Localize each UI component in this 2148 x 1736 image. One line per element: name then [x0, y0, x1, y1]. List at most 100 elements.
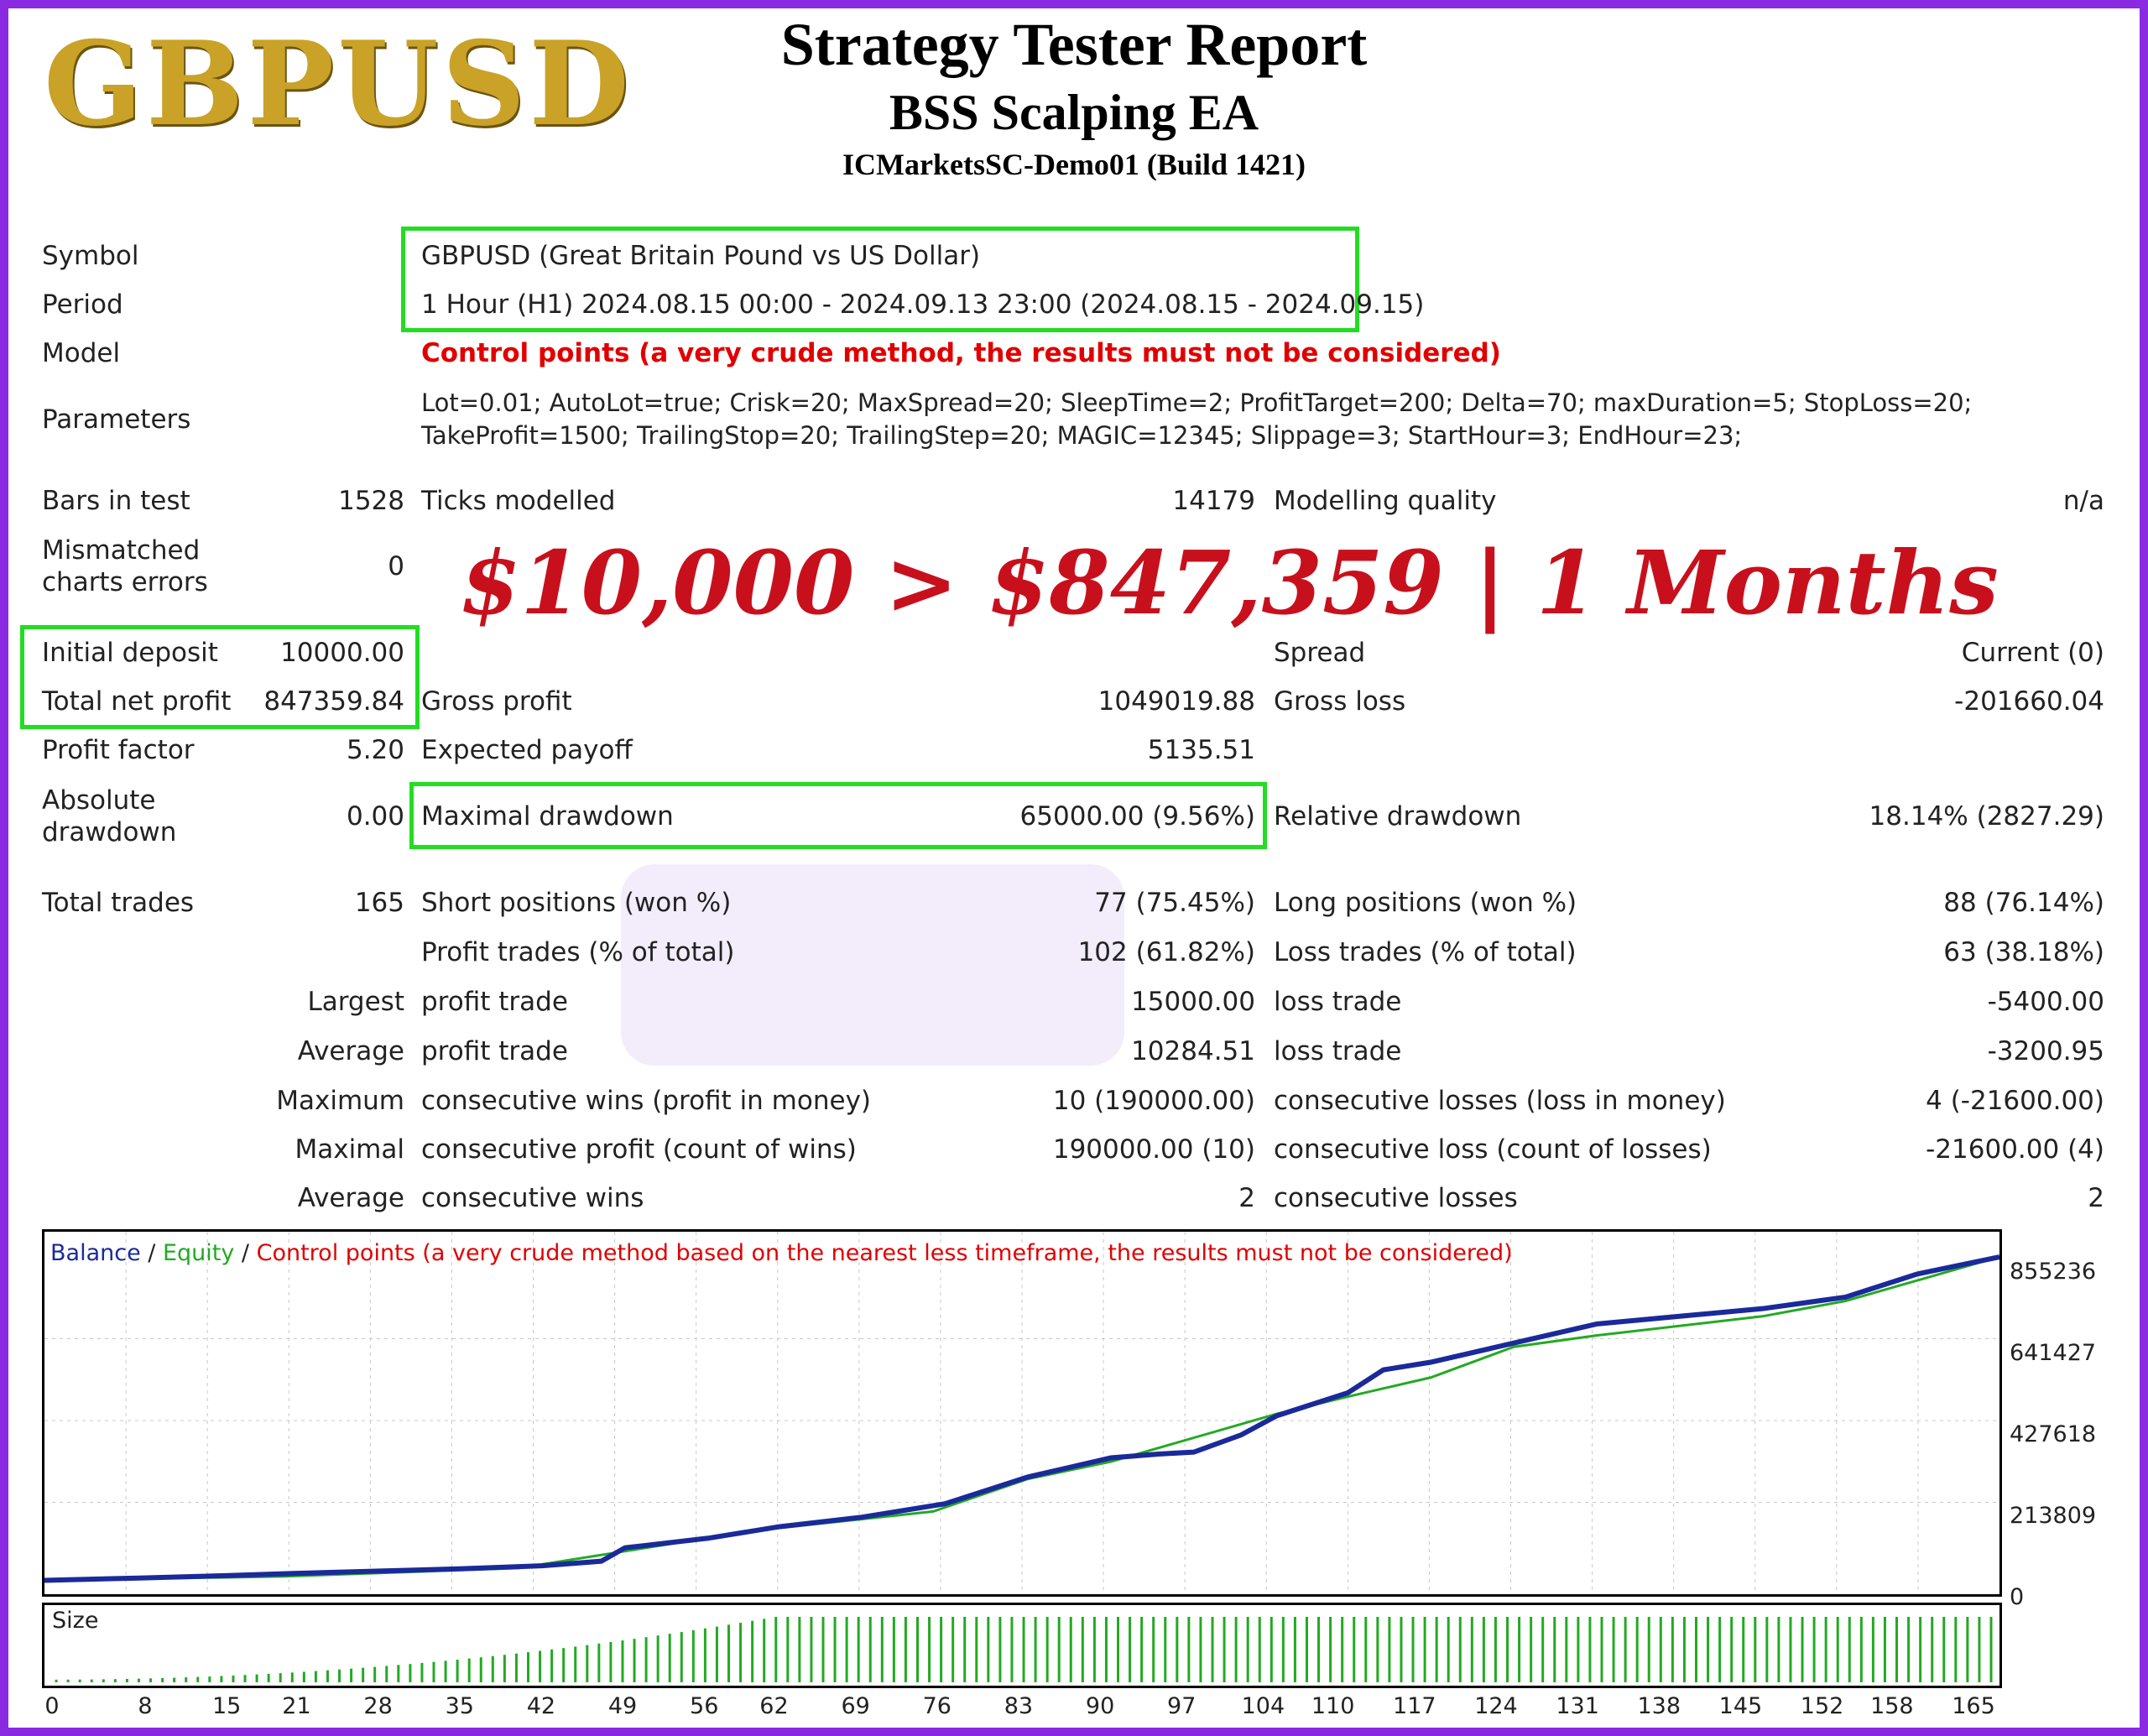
parameters-line-1: Lot=0.01; AutoLot=true; Crisk=20; MaxSpr… — [421, 388, 1973, 417]
legend-control-points: Control points (a very crude method base… — [256, 1240, 1513, 1266]
x-tick: 76 — [922, 1693, 951, 1719]
ea-name: BSS Scalping EA — [889, 85, 1259, 140]
profit-factor-label: Profit factor — [42, 735, 195, 765]
abs-drawdown-value: 0.00 — [346, 801, 404, 832]
equity-line — [44, 1255, 1999, 1582]
spread-value: Current (0) — [1961, 638, 2104, 668]
maximal-consec-profit-label: consecutive profit (count of wins) — [421, 1134, 857, 1165]
avg-consec-losses-value: 2 — [2088, 1183, 2104, 1213]
maximal-consec-loss-label: consecutive loss (count of losses) — [1274, 1134, 1712, 1165]
avg-consec-wins-value: 2 — [1238, 1183, 1255, 1213]
short-positions-label: Short positions (won %) — [421, 888, 732, 918]
x-tick: 110 — [1311, 1693, 1355, 1719]
y-tick-4: 0 — [2010, 1584, 2025, 1610]
average-profit-value: 10284.51 — [1131, 1036, 1255, 1066]
largest-loss-value: -5400.00 — [1987, 987, 2104, 1017]
size-chart — [42, 1603, 2002, 1688]
rel-drawdown-value: 18.14% (2827.29) — [1869, 801, 2104, 832]
maximal-label: Maximal — [295, 1134, 404, 1165]
mismatch-label-1: Mismatched — [42, 535, 201, 566]
legend-separator-2: / — [234, 1240, 257, 1266]
ticks-label: Ticks modelled — [421, 486, 616, 516]
x-tick: 158 — [1870, 1693, 1914, 1719]
max-consec-wins-value: 10 (190000.00) — [1052, 1086, 1255, 1116]
gross-profit-value: 1049019.88 — [1097, 686, 1255, 717]
average-label: Average — [297, 1036, 404, 1066]
abs-drawdown-label-2: drawdown — [42, 817, 177, 847]
quality-label: Modelling quality — [1274, 486, 1497, 516]
average-profit-label: profit trade — [421, 1036, 568, 1066]
symbol-period-highlight — [401, 227, 1359, 332]
profit-trades-label: Profit trades (% of total) — [421, 937, 735, 967]
symbol-label: Symbol — [42, 241, 139, 271]
profit-trades-value: 102 (61.82%) — [1077, 937, 1255, 967]
x-tick: 90 — [1085, 1693, 1115, 1719]
average-consec-label: Average — [297, 1183, 404, 1213]
x-tick: 117 — [1393, 1693, 1436, 1719]
y-tick-0: 855236 — [2010, 1259, 2097, 1285]
x-tick: 97 — [1167, 1693, 1197, 1719]
x-tick: 124 — [1474, 1693, 1518, 1719]
abs-drawdown-label-1: Absolute — [42, 785, 156, 816]
largest-label: Largest — [307, 987, 404, 1017]
average-loss-value: -3200.95 — [1987, 1036, 2104, 1066]
balance-chart — [42, 1229, 2002, 1597]
ticks-value: 14179 — [1172, 486, 1255, 516]
x-tick: 165 — [1952, 1693, 1995, 1719]
net-profit-value: 847359.84 — [263, 686, 404, 717]
drawdown-highlight — [409, 782, 1267, 849]
gross-profit-label: Gross profit — [421, 686, 572, 717]
size-chart-svg — [55, 1617, 1993, 1682]
parameters-line-2: TakeProfit=1500; TrailingStop=20; Traili… — [421, 421, 1743, 450]
x-tick: 104 — [1241, 1693, 1285, 1719]
loss-trades-label: Loss trades (% of total) — [1274, 937, 1577, 967]
max-drawdown-label: Maximal drawdown — [421, 801, 674, 832]
max-consec-losses-value: 4 (-21600.00) — [1926, 1086, 2104, 1116]
y-tick-1: 641427 — [2010, 1340, 2097, 1366]
x-tick: 138 — [1637, 1693, 1681, 1719]
avg-consec-wins-label: consecutive wins — [421, 1183, 644, 1213]
x-tick: 62 — [759, 1693, 789, 1719]
model-label: Model — [42, 338, 121, 368]
maximum-label: Maximum — [276, 1086, 404, 1116]
balance-line — [44, 1254, 1999, 1583]
balance-chart-svg — [44, 1232, 1999, 1594]
expected-payoff-label: Expected payoff — [421, 735, 633, 765]
maximal-consec-loss-value: -21600.00 (4) — [1926, 1134, 2104, 1165]
deposit-profit-highlight — [20, 625, 420, 729]
x-tick: 8 — [138, 1693, 153, 1719]
short-positions-value: 77 (75.45%) — [1094, 888, 1255, 918]
maximal-consec-profit-value: 190000.00 (10) — [1052, 1134, 1255, 1165]
size-label: Size — [52, 1608, 99, 1634]
x-tick: 131 — [1556, 1693, 1599, 1719]
mismatch-label-2: charts errors — [42, 567, 208, 597]
parameters-label: Parameters — [42, 404, 191, 435]
x-tick: 49 — [607, 1693, 638, 1719]
x-tick: 21 — [282, 1693, 311, 1719]
total-trades-label: Total trades — [42, 888, 195, 918]
x-tick: 28 — [363, 1693, 393, 1719]
largest-profit-value: 15000.00 — [1131, 987, 1255, 1017]
long-positions-label: Long positions (won %) — [1274, 888, 1577, 918]
net-profit-label: Total net profit — [42, 686, 232, 717]
largest-loss-label: loss trade — [1274, 987, 1402, 1017]
total-trades-value: 165 — [354, 888, 404, 918]
deposit-value: 10000.00 — [280, 638, 404, 668]
gross-loss-label: Gross loss — [1274, 686, 1406, 717]
watermark-overlay — [621, 864, 1124, 1066]
symbol-value: GBPUSD (Great Britain Pound vs US Dollar… — [421, 241, 981, 271]
x-tick: 35 — [445, 1693, 474, 1719]
x-tick: 15 — [211, 1693, 242, 1719]
largest-profit-label: profit trade — [421, 987, 568, 1017]
x-tick: 83 — [1004, 1693, 1034, 1719]
chart-legend: Balance / Equity / Control points (a ver… — [50, 1240, 1513, 1266]
spread-label: Spread — [1274, 638, 1366, 668]
deposit-label: Initial deposit — [42, 638, 218, 668]
x-tick: 56 — [690, 1693, 719, 1719]
long-positions-value: 88 (76.14%) — [1943, 888, 2104, 918]
max-consec-wins-label: consecutive wins (profit in money) — [421, 1086, 872, 1116]
period-label: Period — [42, 289, 123, 320]
bars-label: Bars in test — [42, 486, 190, 516]
quality-value: n/a — [2062, 486, 2104, 516]
y-tick-2: 427618 — [2010, 1421, 2097, 1447]
